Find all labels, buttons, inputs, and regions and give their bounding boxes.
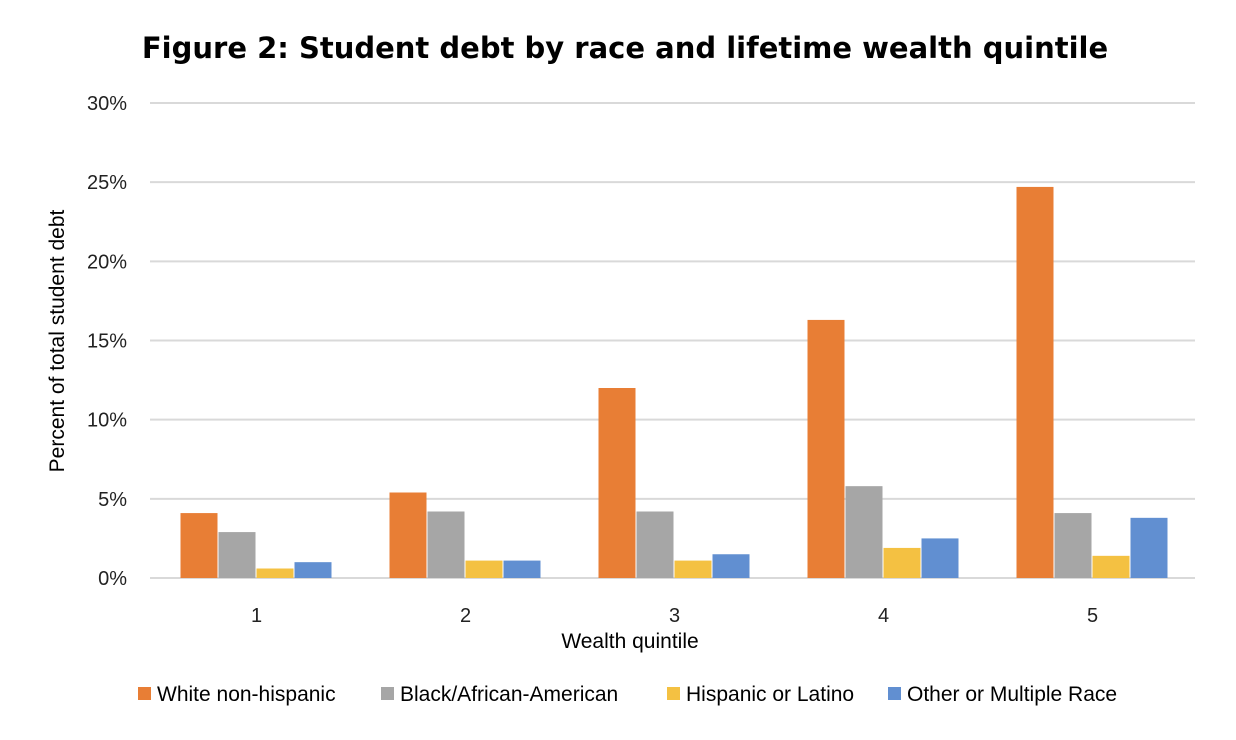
y-tick-label: 20% bbox=[87, 251, 127, 273]
y-tick-label: 15% bbox=[87, 331, 127, 353]
bar bbox=[712, 554, 750, 578]
y-tick-label: 5% bbox=[98, 489, 127, 511]
legend: White non-hispanic Black/African-American… bbox=[138, 683, 1117, 706]
bar bbox=[1130, 517, 1168, 578]
x-tick-label: 2 bbox=[460, 605, 471, 627]
y-axis-label: Percent of total student debt bbox=[46, 210, 69, 473]
bar bbox=[1092, 555, 1130, 578]
bars bbox=[180, 186, 1168, 578]
y-axis-ticks: 0% 5% 10% 15% 20% 25% 30% bbox=[87, 93, 127, 590]
x-tick-label: 3 bbox=[669, 605, 680, 627]
bar bbox=[180, 513, 218, 578]
y-tick-label: 0% bbox=[98, 568, 127, 590]
x-tick-label: 5 bbox=[1087, 605, 1098, 627]
bar bbox=[845, 486, 883, 578]
bar bbox=[389, 492, 427, 578]
x-axis-ticks: 1 2 3 4 5 bbox=[251, 605, 1098, 627]
bar bbox=[636, 511, 674, 578]
legend-swatch bbox=[888, 687, 901, 700]
bar bbox=[1016, 186, 1054, 578]
bar bbox=[1054, 513, 1092, 578]
legend-label: Black/African-American bbox=[400, 683, 618, 706]
legend-swatch bbox=[381, 687, 394, 700]
bar bbox=[503, 560, 541, 578]
y-tick-label: 25% bbox=[87, 172, 127, 194]
bar bbox=[921, 538, 959, 578]
bar bbox=[294, 562, 332, 578]
bar bbox=[598, 388, 636, 578]
x-axis-label: Wealth quintile bbox=[561, 630, 698, 653]
bar bbox=[427, 511, 465, 578]
x-tick-label: 1 bbox=[251, 605, 262, 627]
bar bbox=[218, 532, 256, 578]
legend-label: Hispanic or Latino bbox=[686, 683, 854, 706]
bar bbox=[465, 560, 503, 578]
bar bbox=[807, 319, 845, 578]
gridlines bbox=[150, 102, 1195, 579]
y-tick-label: 10% bbox=[87, 410, 127, 432]
legend-label: Other or Multiple Race bbox=[907, 683, 1117, 706]
bar bbox=[674, 560, 712, 578]
legend-label: White non-hispanic bbox=[157, 683, 336, 706]
bar bbox=[883, 547, 921, 578]
legend-swatch bbox=[667, 687, 680, 700]
legend-swatch bbox=[138, 687, 151, 700]
x-tick-label: 4 bbox=[878, 605, 889, 627]
chart-title: Figure 2: Student debt by race and lifet… bbox=[142, 31, 1108, 65]
y-tick-label: 30% bbox=[87, 93, 127, 115]
bar bbox=[256, 568, 294, 578]
